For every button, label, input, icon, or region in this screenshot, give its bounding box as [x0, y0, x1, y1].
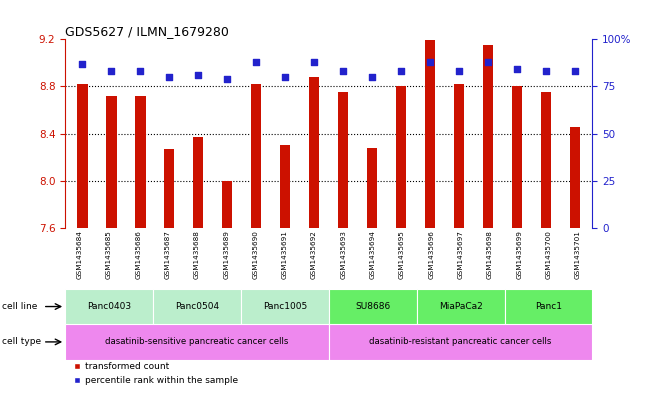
- Point: [280, 74, 290, 80]
- Bar: [193, 137, 204, 228]
- Bar: [329, 289, 417, 324]
- Point: [135, 68, 146, 75]
- Bar: [417, 289, 505, 324]
- Text: SU8686: SU8686: [355, 302, 391, 311]
- Text: dasatinib-sensitive pancreatic cancer cells: dasatinib-sensitive pancreatic cancer ce…: [105, 338, 288, 346]
- Text: MiaPaCa2: MiaPaCa2: [439, 302, 482, 311]
- Text: Panc0504: Panc0504: [175, 302, 219, 311]
- Bar: [65, 324, 329, 360]
- Bar: [77, 84, 87, 228]
- Bar: [367, 148, 378, 228]
- Point: [483, 59, 493, 65]
- Bar: [65, 289, 153, 324]
- Text: GSM1435686: GSM1435686: [135, 230, 141, 279]
- Bar: [135, 96, 146, 228]
- Text: cell type: cell type: [2, 338, 41, 346]
- Bar: [338, 92, 348, 228]
- Text: Panc0403: Panc0403: [87, 302, 131, 311]
- Point: [338, 68, 348, 75]
- Point: [454, 68, 464, 75]
- Bar: [251, 84, 262, 228]
- Bar: [153, 289, 241, 324]
- Bar: [329, 324, 592, 360]
- Text: cell line: cell line: [2, 302, 37, 311]
- Text: GSM1435691: GSM1435691: [282, 230, 288, 279]
- Text: GSM1435689: GSM1435689: [223, 230, 229, 279]
- Text: GSM1435694: GSM1435694: [370, 230, 376, 279]
- Text: Panc1: Panc1: [535, 302, 562, 311]
- Point: [106, 68, 117, 75]
- Text: GSM1435693: GSM1435693: [340, 230, 346, 279]
- Text: GSM1435685: GSM1435685: [106, 230, 112, 279]
- Bar: [512, 86, 522, 228]
- Point: [512, 66, 522, 73]
- Text: GSM1435697: GSM1435697: [458, 230, 464, 279]
- Text: GSM1435692: GSM1435692: [311, 230, 317, 279]
- Point: [541, 68, 551, 75]
- Text: GSM1435688: GSM1435688: [194, 230, 200, 279]
- Point: [367, 74, 378, 80]
- Bar: [280, 145, 290, 228]
- Point: [309, 59, 320, 65]
- Text: Panc1005: Panc1005: [263, 302, 307, 311]
- Bar: [570, 127, 580, 228]
- Bar: [483, 45, 493, 228]
- Bar: [454, 84, 464, 228]
- Text: GSM1435699: GSM1435699: [516, 230, 522, 279]
- Bar: [396, 86, 406, 228]
- Text: GSM1435687: GSM1435687: [165, 230, 171, 279]
- Text: GSM1435700: GSM1435700: [546, 230, 551, 279]
- Bar: [106, 96, 117, 228]
- Legend: transformed count, percentile rank within the sample: transformed count, percentile rank withi…: [70, 359, 242, 389]
- Bar: [164, 149, 174, 228]
- Text: GSM1435698: GSM1435698: [487, 230, 493, 279]
- Point: [164, 74, 174, 80]
- Point: [251, 59, 262, 65]
- Point: [425, 59, 436, 65]
- Text: dasatinib-resistant pancreatic cancer cells: dasatinib-resistant pancreatic cancer ce…: [369, 338, 552, 346]
- Text: GSM1435690: GSM1435690: [253, 230, 258, 279]
- Point: [193, 72, 204, 78]
- Point: [396, 68, 406, 75]
- Bar: [309, 77, 320, 228]
- Point: [77, 61, 88, 67]
- Text: GSM1435695: GSM1435695: [399, 230, 405, 279]
- Text: GDS5627 / ILMN_1679280: GDS5627 / ILMN_1679280: [65, 25, 229, 38]
- Bar: [222, 181, 232, 228]
- Bar: [541, 92, 551, 228]
- Bar: [425, 40, 436, 228]
- Point: [570, 68, 580, 75]
- Text: GSM1435684: GSM1435684: [77, 230, 83, 279]
- Text: GSM1435696: GSM1435696: [428, 230, 434, 279]
- Bar: [241, 289, 329, 324]
- Bar: [505, 289, 592, 324]
- Text: GSM1435701: GSM1435701: [575, 230, 581, 279]
- Point: [222, 76, 232, 82]
